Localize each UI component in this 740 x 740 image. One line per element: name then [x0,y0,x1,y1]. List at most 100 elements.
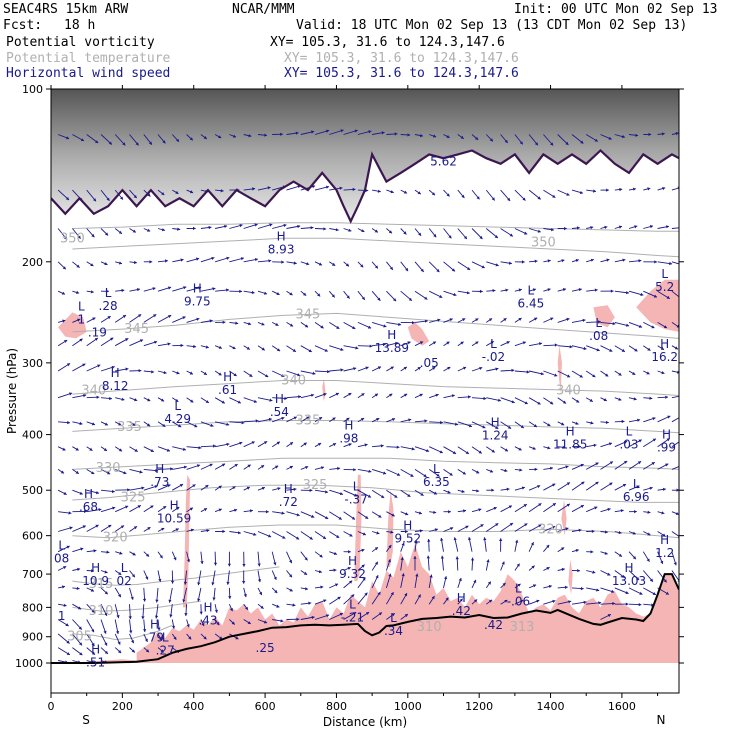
wind-vector-641 [414,529,423,533]
wind-vector-757 [182,587,188,603]
wind-arrowhead [403,190,407,194]
wind-vector-94 [143,228,151,232]
wind-arrowhead [176,138,179,142]
wind-vector-408 [229,421,245,425]
y-tick-label-400: 400 [22,429,43,442]
wind-arrowhead [579,190,583,195]
wind-vector-773 [414,573,419,588]
wind-arrowhead [647,347,651,351]
wind-arrowhead [547,288,551,292]
wind-vector-299 [557,345,573,349]
wind-arrowhead [576,226,580,230]
wind-arrowhead [486,559,490,563]
wind-vector-713 [183,570,188,585]
hl-value: .27 [156,644,175,658]
theta-contour-305 [72,624,173,641]
wind-vector-154 [371,261,379,269]
wind-arrowhead [169,614,173,618]
wind-arrowhead [320,325,324,329]
wind-vector-746 [657,570,667,583]
wind-vector-104 [286,224,301,229]
wind-arrowhead [275,465,279,469]
wind-vector-318 [200,370,208,376]
wind-arrowhead [352,187,356,192]
wind-arrowhead [666,225,669,229]
wind-arrowhead [354,493,358,497]
wind-vector-92 [114,228,123,235]
wind-vector-427 [500,421,512,429]
wind-vector-525 [643,461,656,470]
wind-arrowhead [273,562,277,566]
wind-arrowhead [407,493,411,497]
wind-vector-540 [229,486,236,491]
wind-vector-253 [528,317,538,323]
wind-vector-464 [400,446,415,451]
wind-vector-567 [614,483,627,491]
wind-vector-62 [314,185,330,191]
wind-vector-286 [372,342,386,347]
wind-arrowhead [179,484,183,487]
wind-vector-145 [243,258,258,263]
wind-arrowhead [196,464,200,468]
wind-vector-708 [114,570,122,576]
wind-vector-498 [257,464,265,470]
wind-vector-252 [514,317,522,323]
wind-arrowhead [453,537,457,541]
wind-vector-181 [129,288,141,292]
hl-letter: H [387,328,396,342]
wind-vector-348 [628,370,636,376]
wind-arrowhead [579,374,583,378]
wind-vector-803 [228,604,233,612]
wind-vector-419 [386,418,396,423]
wind-vector-705 [72,567,81,571]
wind-arrowhead [248,134,252,138]
wind-arrowhead [468,537,472,541]
wind-arrowhead [676,324,679,328]
wind-arrowhead [238,531,241,535]
wind-arrowhead [604,225,608,229]
wind-vector-749 [72,586,80,590]
wind-vector-792 [72,603,82,610]
wind-arrowhead [638,439,642,443]
wind-arrowhead [503,318,507,322]
wind-vector-497 [243,464,251,470]
wind-arrowhead [419,393,423,397]
legend-wind-xy: XY= 105.3, 31.6 to 124.3,147.6 [284,66,519,81]
wind-arrowhead [111,365,115,369]
wind-vector-470 [486,446,496,453]
wind-arrowhead [502,582,506,586]
wind-vector-53 [186,189,194,194]
wind-vector-268 [114,338,129,347]
wind-vector-555 [443,489,451,494]
wind-arrowhead [147,193,151,197]
wind-vector-716 [226,570,230,585]
wind-vector-403 [157,421,166,428]
wind-vector-572 [58,511,72,515]
hl-value: 16.2 [651,350,678,364]
wind-arrowhead [635,577,640,580]
hl-marker-38: L-.21 [341,598,364,625]
wind-arrowhead [508,261,512,265]
wind-arrowhead [255,419,259,423]
wind-vector-382 [486,397,501,402]
wind-arrowhead [345,263,349,267]
wind-vector-246 [429,318,441,323]
wind-vector-758 [197,587,202,602]
hl-letter: H [403,519,412,533]
wind-arrowhead [368,130,372,134]
wind-arrowhead [418,232,422,236]
wind-vector-302 [600,345,613,352]
wind-vector-828 [586,601,602,605]
wind-vector-8 [171,134,180,143]
wind-arrowhead [276,348,281,352]
wind-vector-386 [543,397,554,405]
wind-vector-800 [184,604,188,617]
wind-arrowhead [136,288,140,292]
wind-vector-642 [429,528,439,532]
wind-vector-864 [129,633,135,644]
wind-arrowhead [495,367,499,371]
wind-arrowhead [640,292,644,296]
wind-vector-156 [400,261,409,272]
wind-vector-799 [169,604,173,618]
wind-vector-169 [586,258,595,263]
